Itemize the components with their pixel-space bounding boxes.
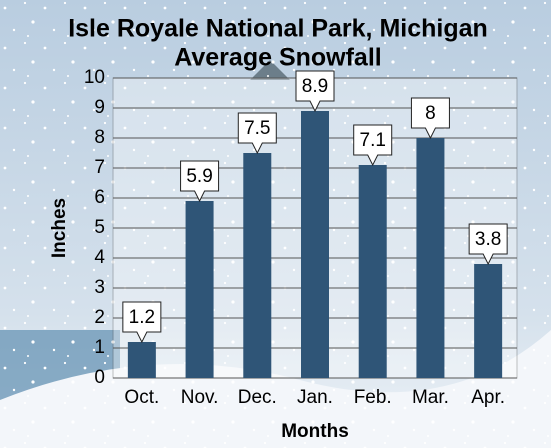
y-tick-label: 4: [94, 247, 105, 268]
bar: [359, 165, 387, 378]
y-tick-label: 1: [94, 337, 105, 358]
y-tick-label: 9: [94, 97, 105, 118]
x-tick-label: Oct.: [124, 387, 159, 408]
data-label: 1.2: [129, 307, 155, 328]
x-tick-label: Dec.: [238, 387, 277, 408]
y-axis-label: Inches: [49, 198, 70, 258]
y-tick-label: 6: [94, 187, 105, 208]
x-tick-label: Jan.: [297, 387, 333, 408]
y-tick-label: 7: [94, 157, 105, 178]
data-label: 8.9: [302, 76, 328, 97]
chart: Isle Royale National Park, Michigan Aver…: [0, 0, 551, 448]
x-axis-label: Months: [281, 421, 349, 442]
y-tick-label: 3: [94, 277, 105, 298]
bar: [301, 111, 329, 378]
x-tick-label: Nov.: [181, 387, 219, 408]
bar: [243, 153, 271, 378]
bar: [416, 138, 444, 378]
bar: [186, 201, 214, 378]
y-tick-label: 2: [94, 307, 105, 328]
data-label: 7.5: [244, 118, 270, 139]
x-tick-label: Mar.: [412, 387, 449, 408]
y-tick-label: 5: [94, 217, 105, 238]
data-label: 5.9: [186, 166, 212, 187]
y-tick-label: 10: [84, 67, 105, 88]
data-label: 7.1: [360, 130, 386, 151]
y-tick-label: 0: [94, 367, 105, 388]
x-tick-label: Apr.: [471, 387, 505, 408]
x-tick-label: Feb.: [354, 387, 392, 408]
chart-title: Average Snowfall: [174, 44, 381, 72]
bar: [474, 264, 502, 378]
data-label: 3.8: [475, 229, 501, 250]
bar: [128, 342, 156, 378]
chart-title: Isle Royale National Park, Michigan: [68, 15, 488, 43]
data-label: 8: [425, 103, 436, 124]
y-tick-label: 8: [94, 127, 105, 148]
